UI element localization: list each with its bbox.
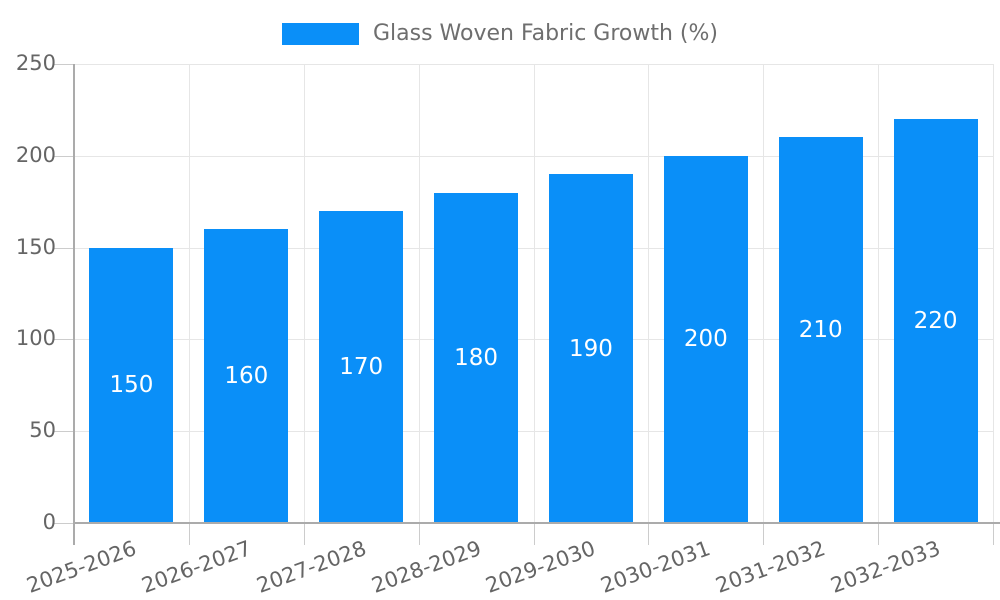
bar-value-label: 180 [454,344,499,371]
x-tick-label: 2026-2027 [138,536,255,598]
x-axis-tick [533,523,535,545]
legend-swatch [282,22,359,45]
x-tick-label: 2028-2029 [368,536,484,598]
gridline-v [993,64,994,523]
x-axis-tick [648,523,650,545]
y-tick-label: 200 [15,142,56,167]
y-tick-label: 100 [15,326,56,351]
x-tick-label: 2025-2026 [23,536,140,598]
chart-legend: Glass Woven Fabric Growth (%) [0,21,1000,46]
y-axis-line [73,64,75,545]
bar [663,155,748,523]
x-axis-line [74,522,1000,524]
bar [434,192,519,523]
y-axis-tick [53,523,74,524]
y-tick-label: 50 [29,418,56,443]
bar-value-label: 170 [339,353,384,380]
y-axis-tick [53,339,74,341]
y-tick-label: 150 [15,234,56,259]
bar [319,210,404,523]
gridline-v [878,64,880,523]
x-axis-tick [303,523,305,545]
bar-value-label: 200 [683,326,728,353]
bar [778,137,863,523]
bar-value-label: 220 [913,308,958,335]
bar-value-label: 160 [224,363,269,390]
gridline-v [188,64,190,523]
x-axis-tick [418,523,420,545]
y-axis-tick [53,431,74,433]
x-axis-tick [878,523,880,545]
bar-value-label: 210 [798,317,843,344]
gridline-v [418,64,420,523]
gridline-v [648,64,650,523]
bar-value-label: 150 [109,372,154,399]
legend-label: Glass Woven Fabric Growth (%) [373,21,718,46]
bar [204,229,289,523]
bar [89,247,174,523]
gridline-v [533,64,535,523]
y-axis-tick [53,155,74,157]
y-tick-label: 250 [15,51,56,75]
x-tick-label: 2031-2032 [712,536,829,598]
x-tick-label: 2032-2033 [827,536,944,598]
x-tick-label: 2030-2031 [597,536,714,598]
x-tick-label: 2027-2028 [253,536,370,598]
x-tick-label: 2029-2030 [483,536,599,598]
bar [548,174,633,523]
x-axis-tick [763,523,765,545]
gridline-v [303,64,305,523]
bar [893,119,978,523]
y-axis-tick [53,64,74,65]
y-tick-label: 0 [42,510,56,534]
y-axis-tick [53,247,74,249]
x-axis-tick [188,523,190,545]
x-axis-tick [993,523,994,545]
bar-value-label: 190 [568,335,613,362]
gridline-v [763,64,765,523]
